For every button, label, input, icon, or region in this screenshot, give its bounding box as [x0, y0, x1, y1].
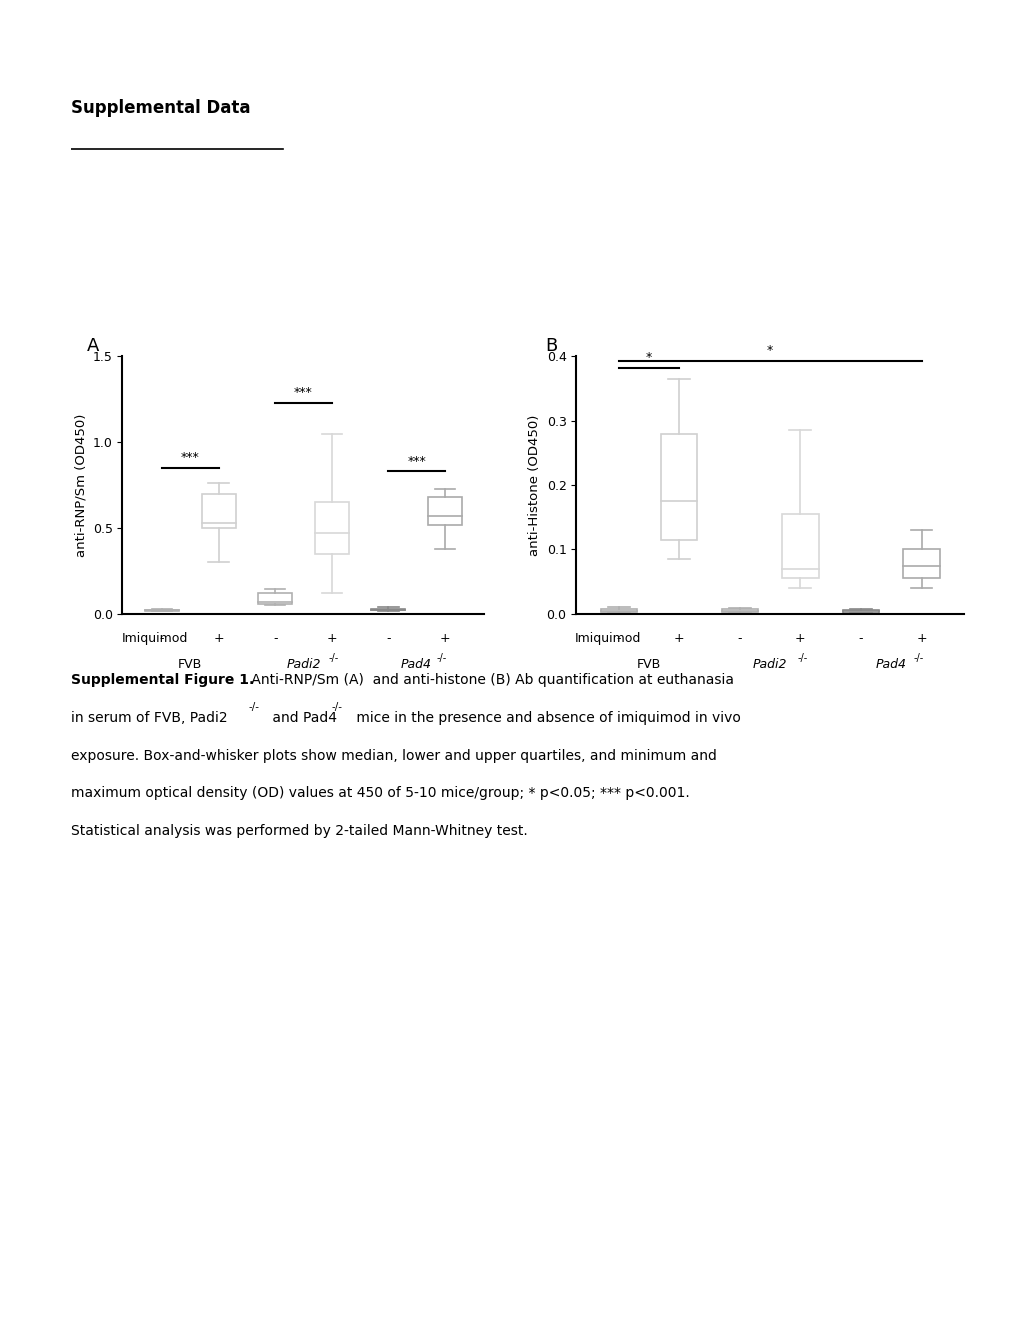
Text: Pad4: Pad4	[400, 657, 432, 671]
Text: maximum optical density (OD) values at 450 of 5-10 mice/group; * p<0.05; *** p<0: maximum optical density (OD) values at 4…	[71, 787, 690, 800]
Text: -/-: -/-	[328, 653, 339, 664]
Text: Imiquimod: Imiquimod	[575, 632, 641, 644]
Text: Statistical analysis was performed by 2-tailed Mann-Whitney test.: Statistical analysis was performed by 2-…	[71, 824, 528, 838]
Text: -/-: -/-	[436, 653, 446, 664]
Y-axis label: anti-Histone (OD450): anti-Histone (OD450)	[528, 414, 540, 556]
Text: -: -	[737, 632, 742, 644]
Text: Supplemental Figure 1.: Supplemental Figure 1.	[71, 673, 255, 688]
Text: exposure. Box-and-whisker plots show median, lower and upper quartiles, and mini: exposure. Box-and-whisker plots show med…	[71, 748, 716, 763]
Text: Pad4: Pad4	[875, 657, 906, 671]
Text: *: *	[766, 345, 772, 356]
Text: -: -	[858, 632, 862, 644]
Text: Supplemental Data: Supplemental Data	[71, 99, 251, 117]
Text: Padi2: Padi2	[752, 657, 787, 671]
Bar	[721, 610, 757, 612]
Text: +: +	[915, 632, 926, 644]
Text: Padi2: Padi2	[286, 657, 320, 671]
Text: -: -	[615, 632, 621, 644]
Text: ***: ***	[180, 451, 200, 465]
Text: *: *	[645, 351, 651, 364]
Bar	[903, 549, 938, 578]
Bar	[782, 513, 817, 578]
Bar	[660, 433, 697, 540]
Text: in serum of FVB, Padi2: in serum of FVB, Padi2	[71, 711, 228, 725]
Text: FVB: FVB	[178, 657, 202, 671]
Bar	[428, 498, 462, 524]
Text: FVB: FVB	[636, 657, 660, 671]
Text: Anti-RNP/Sm (A)  and anti-histone (B) Ab quantification at euthanasia: Anti-RNP/Sm (A) and anti-histone (B) Ab …	[247, 673, 734, 688]
Bar	[315, 502, 348, 554]
Bar	[371, 609, 405, 610]
Text: +: +	[674, 632, 684, 644]
Text: -: -	[160, 632, 164, 644]
Text: -/-: -/-	[912, 653, 922, 664]
Text: mice in the presence and absence of imiquimod in vivo: mice in the presence and absence of imiq…	[352, 711, 741, 725]
Text: -/-: -/-	[797, 653, 807, 664]
Text: Imiquimod: Imiquimod	[121, 632, 187, 644]
Text: +: +	[794, 632, 805, 644]
Bar	[258, 593, 291, 605]
Text: +: +	[326, 632, 336, 644]
Text: -: -	[385, 632, 390, 644]
Text: +: +	[213, 632, 224, 644]
Bar	[600, 609, 636, 612]
Text: -/-: -/-	[331, 702, 342, 713]
Text: ***: ***	[407, 454, 426, 467]
Y-axis label: anti-RNP/Sm (OD450): anti-RNP/Sm (OD450)	[74, 413, 87, 557]
Text: -: -	[273, 632, 277, 644]
Text: ***: ***	[293, 385, 313, 399]
Bar	[842, 610, 878, 612]
Bar	[202, 494, 235, 528]
Text: -/-: -/-	[248, 702, 259, 713]
Text: B: B	[545, 337, 557, 355]
Text: +: +	[439, 632, 449, 644]
Text: A: A	[87, 337, 99, 355]
Text: and Pad4: and Pad4	[268, 711, 336, 725]
